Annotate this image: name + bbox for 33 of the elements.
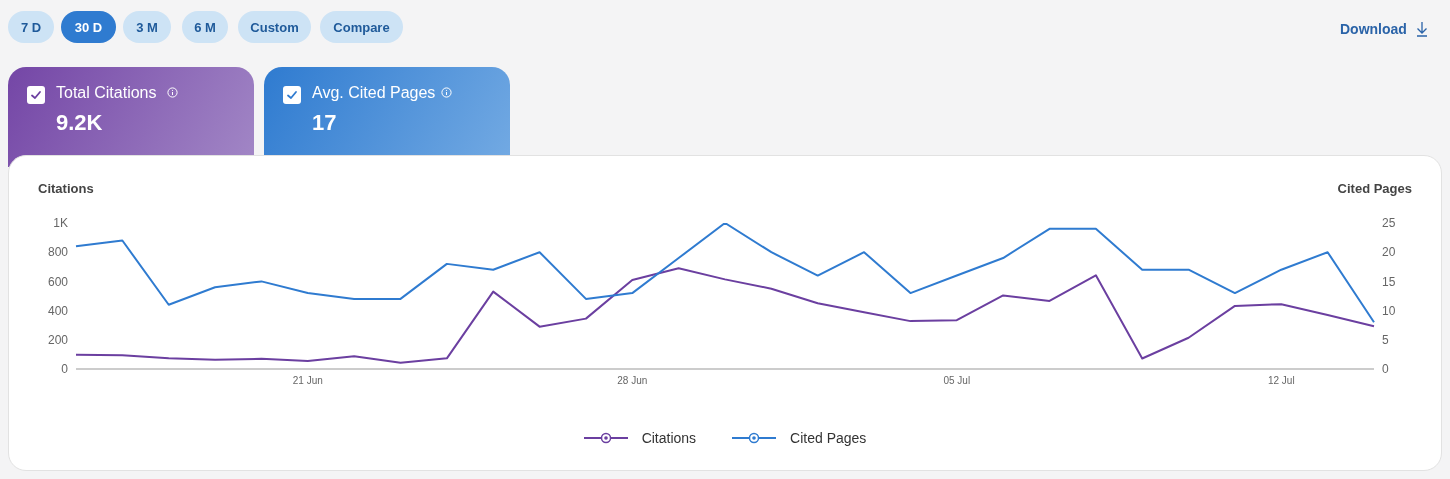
text: 9.2K — [56, 110, 103, 136]
y2-tick-label: 5 — [1382, 333, 1389, 348]
x-tick-label: 21 Jun — [292, 375, 323, 387]
text: 30 D — [61, 11, 116, 43]
y2-tick-label: 10 — [1382, 303, 1396, 318]
text: 3 M — [123, 11, 171, 43]
text: Download — [1340, 21, 1407, 37]
x-tick-label: 28 Jun — [617, 375, 648, 387]
y2-tick-label: 15 — [1382, 274, 1396, 289]
legend-label: Citations — [641, 430, 697, 446]
y2-axis-title: Cited Pages — [1337, 181, 1412, 196]
x-tick-label: 12 Jul — [1267, 375, 1295, 387]
y2-tick-label: 20 — [1382, 245, 1396, 260]
y-tick-label: 0 — [61, 362, 69, 377]
text: Compare — [320, 11, 403, 43]
text: Total Citations — [56, 84, 157, 102]
line-series — [75, 267, 1375, 364]
y-axis-title: Citations — [38, 181, 94, 196]
y2-tick-label: 0 — [1382, 362, 1389, 377]
y-tick-label: 400 — [47, 303, 69, 318]
x-tick-label: 05 Jul — [943, 375, 971, 387]
text: Custom — [238, 11, 311, 43]
y2-tick-label: 25 — [1382, 216, 1396, 231]
text: 6 M — [182, 11, 228, 43]
y-tick-label: 600 — [47, 274, 69, 289]
y-tick-label: 1K — [53, 216, 68, 231]
text: 17 — [312, 110, 337, 136]
text: 7 D — [8, 11, 54, 43]
y-tick-label: 800 — [47, 245, 69, 260]
legend-label: Cited Pages — [790, 430, 867, 446]
text: Avg. Cited Pages — [312, 84, 436, 102]
line-series — [75, 223, 1375, 324]
y-tick-label: 200 — [47, 333, 69, 348]
